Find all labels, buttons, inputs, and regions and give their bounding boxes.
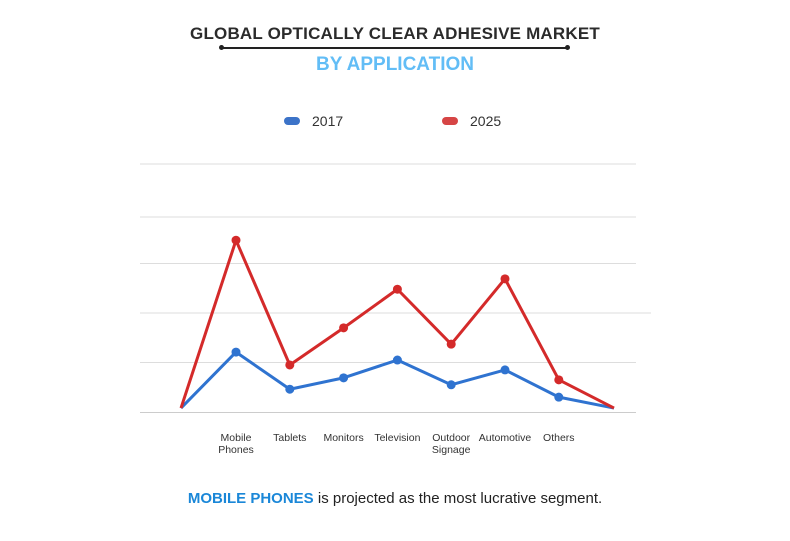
data-point-2025 xyxy=(231,235,241,245)
legend-item-2025: 2025 xyxy=(442,113,501,129)
title-divider xyxy=(221,47,567,49)
footer-text: is projected as the most lucrative segme… xyxy=(313,490,603,507)
x-tick-label-line: Automotive xyxy=(478,432,532,444)
chart-title: GLOBAL OPTICALLY CLEAR ADHESIVE MARKET xyxy=(190,24,600,43)
data-point-2025 xyxy=(500,274,510,284)
x-tick-label: Outdoor Signage xyxy=(416,432,486,456)
x-tick-label-line: Tablets xyxy=(273,432,307,444)
legend-swatch-2017 xyxy=(284,117,300,125)
x-tick-label-line: Phones xyxy=(218,444,254,456)
footer-highlight: MOBILE PHONES xyxy=(187,490,314,507)
data-point-2017 xyxy=(339,373,349,383)
x-tick-label-line: Outdoor xyxy=(432,432,471,444)
x-tick-label: Others xyxy=(524,432,594,444)
data-point-2017 xyxy=(554,392,564,402)
legend-item-2017: 2017 xyxy=(284,113,343,129)
data-point-2017 xyxy=(500,365,510,375)
x-tick-label-line: Others xyxy=(543,432,575,444)
data-point-2025 xyxy=(554,375,564,385)
x-tick-label-line: Signage xyxy=(431,444,471,456)
legend-swatch-2025 xyxy=(442,117,458,125)
legend-label: 2017 xyxy=(312,113,344,129)
divider-dot-right xyxy=(565,45,570,50)
x-tick-label-line: Mobile xyxy=(220,432,252,444)
data-point-2017 xyxy=(446,380,456,390)
chart-subtitle: BY APPLICATION xyxy=(316,54,474,75)
data-point-2025 xyxy=(446,339,456,349)
data-point-2017 xyxy=(285,384,295,394)
x-tick-label-line: Monitors xyxy=(323,432,364,444)
x-tick-label: Monitors xyxy=(309,432,379,444)
data-point-2025 xyxy=(339,323,349,333)
legend-label: 2025 xyxy=(470,113,502,129)
x-tick-label: Television xyxy=(362,432,432,444)
data-point-2017 xyxy=(231,347,241,357)
data-point-2025 xyxy=(392,284,402,294)
x-tick-label: Automotive xyxy=(470,432,540,444)
x-tick-label: Mobile Phones xyxy=(201,432,271,456)
x-tick-label-line: Television xyxy=(374,432,421,444)
divider-dot-left xyxy=(219,45,224,50)
x-tick-label: Tablets xyxy=(255,432,325,444)
data-point-2017 xyxy=(392,355,402,365)
data-point-2025 xyxy=(285,360,295,370)
footer-note: MOBILE PHONES is projected as the most l… xyxy=(0,490,790,507)
series-line-2025 xyxy=(179,238,615,410)
